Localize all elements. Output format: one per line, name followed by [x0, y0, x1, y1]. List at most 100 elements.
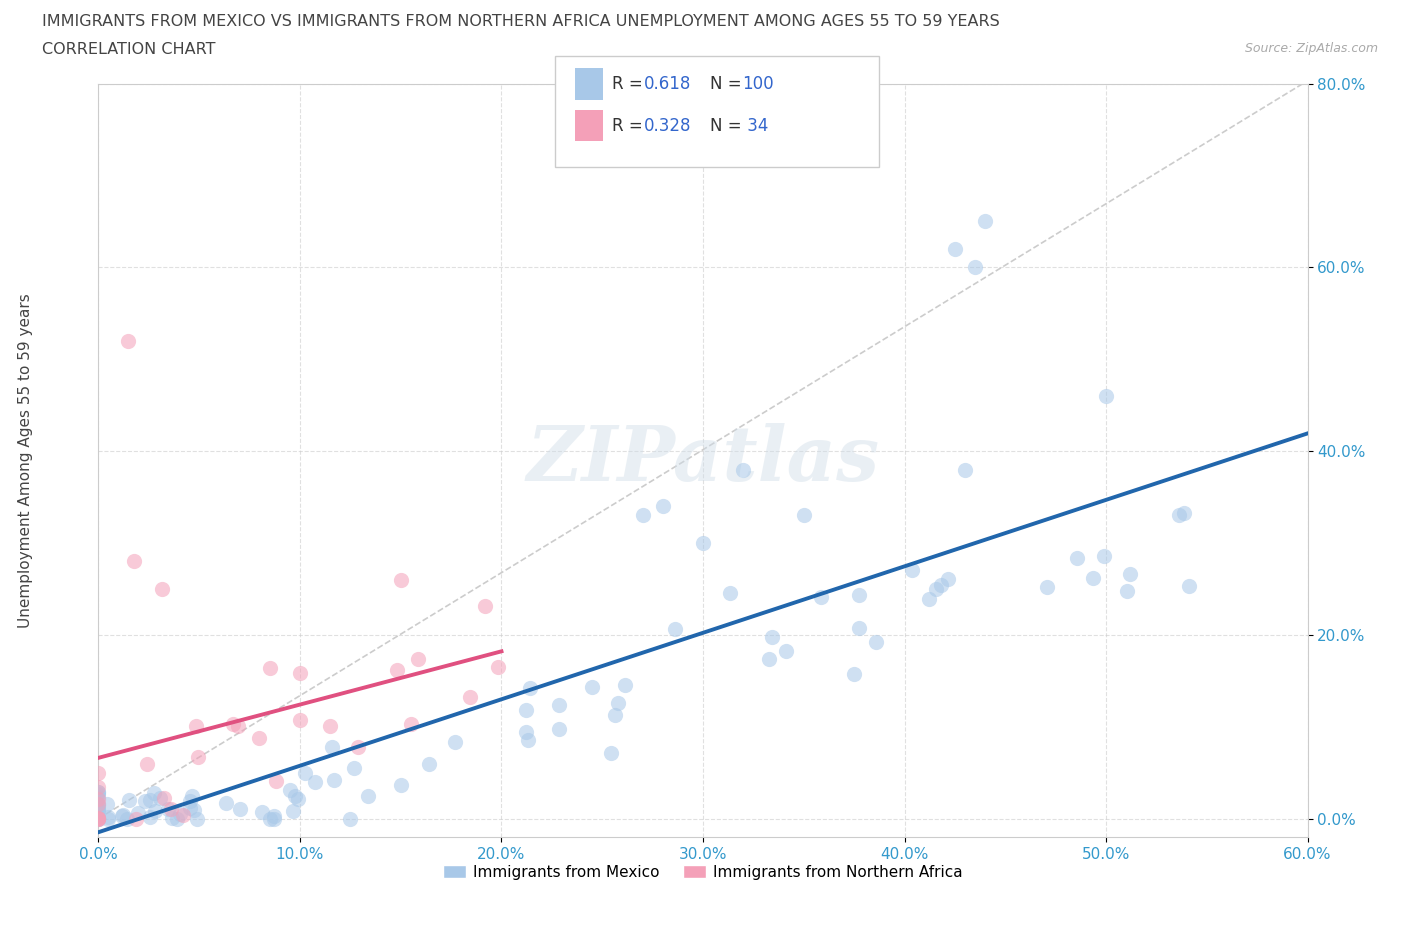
Point — [181, 789, 204, 804]
Point — [547, 722, 569, 737]
Point — [651, 498, 673, 513]
Point — [1119, 566, 1142, 581]
Point — [925, 581, 948, 596]
Point — [186, 811, 208, 826]
Point — [87, 798, 110, 813]
Point — [259, 811, 281, 826]
Point — [87, 796, 110, 811]
Point — [87, 791, 110, 806]
Text: Source: ZipAtlas.com: Source: ZipAtlas.com — [1244, 42, 1378, 55]
Point — [357, 789, 380, 804]
Point — [974, 214, 997, 229]
Point — [761, 630, 783, 644]
Point — [122, 554, 145, 569]
Point — [143, 804, 166, 818]
Point — [87, 804, 110, 819]
Point — [287, 791, 309, 806]
Text: 0.618: 0.618 — [644, 74, 692, 93]
Point — [929, 578, 952, 592]
Point — [943, 242, 966, 257]
Point — [134, 793, 156, 808]
Point — [96, 811, 118, 826]
Point — [87, 779, 110, 794]
Point — [323, 773, 346, 788]
Point — [259, 661, 281, 676]
Point — [953, 462, 976, 477]
Point — [389, 573, 412, 588]
Point — [793, 508, 815, 523]
Text: N =: N = — [710, 116, 747, 135]
Point — [515, 703, 537, 718]
Point — [156, 802, 179, 817]
Point — [319, 719, 342, 734]
Point — [408, 652, 430, 667]
Point — [936, 572, 959, 587]
Point — [153, 790, 176, 805]
Text: 0.328: 0.328 — [644, 116, 692, 135]
Point — [605, 707, 627, 722]
Point — [385, 663, 408, 678]
Point — [97, 809, 120, 824]
Point — [264, 774, 287, 789]
Point — [263, 811, 285, 826]
Point — [172, 807, 194, 822]
Point — [1036, 579, 1059, 594]
Point — [247, 731, 270, 746]
Point — [664, 621, 686, 636]
Point — [548, 698, 571, 712]
Point — [901, 563, 924, 578]
Point — [87, 786, 110, 801]
Point — [87, 811, 110, 826]
Point — [118, 792, 141, 807]
Point — [127, 805, 149, 820]
Point — [519, 681, 541, 696]
Point — [1173, 505, 1195, 520]
Point — [159, 802, 181, 817]
Point — [1095, 389, 1118, 404]
Point — [347, 739, 370, 754]
Point — [139, 792, 162, 807]
Point — [186, 719, 208, 734]
Point — [1066, 551, 1088, 565]
Point — [87, 811, 110, 826]
Point — [87, 809, 110, 824]
Point — [183, 803, 205, 817]
Text: 34: 34 — [742, 116, 769, 135]
Point — [844, 666, 866, 681]
Point — [399, 716, 422, 731]
Point — [87, 765, 110, 780]
Point — [179, 793, 201, 808]
Point — [631, 508, 654, 523]
Point — [179, 801, 201, 816]
Point — [252, 804, 274, 819]
Point — [87, 785, 110, 800]
Point — [718, 585, 741, 600]
Point — [389, 777, 412, 792]
Point — [288, 665, 311, 680]
Point — [692, 536, 714, 551]
Text: R =: R = — [612, 116, 648, 135]
Point — [87, 784, 110, 799]
Point — [87, 811, 110, 826]
Point — [87, 789, 110, 804]
Point — [733, 462, 755, 477]
Point — [343, 761, 366, 776]
Point — [600, 745, 623, 760]
Point — [222, 716, 245, 731]
Point — [169, 807, 191, 822]
Point — [848, 621, 870, 636]
Point — [474, 599, 496, 614]
Point — [1083, 570, 1105, 585]
Point — [865, 634, 887, 649]
Point — [444, 734, 467, 749]
Point — [263, 809, 285, 824]
Point — [758, 652, 780, 667]
Text: R =: R = — [612, 74, 648, 93]
Text: 100: 100 — [742, 74, 773, 93]
Point — [284, 789, 307, 804]
Point — [139, 810, 162, 825]
Text: IMMIGRANTS FROM MEXICO VS IMMIGRANTS FROM NORTHERN AFRICA UNEMPLOYMENT AMONG AGE: IMMIGRANTS FROM MEXICO VS IMMIGRANTS FRO… — [42, 14, 1000, 29]
Point — [125, 811, 148, 826]
Point — [166, 811, 188, 826]
Point — [294, 766, 316, 781]
